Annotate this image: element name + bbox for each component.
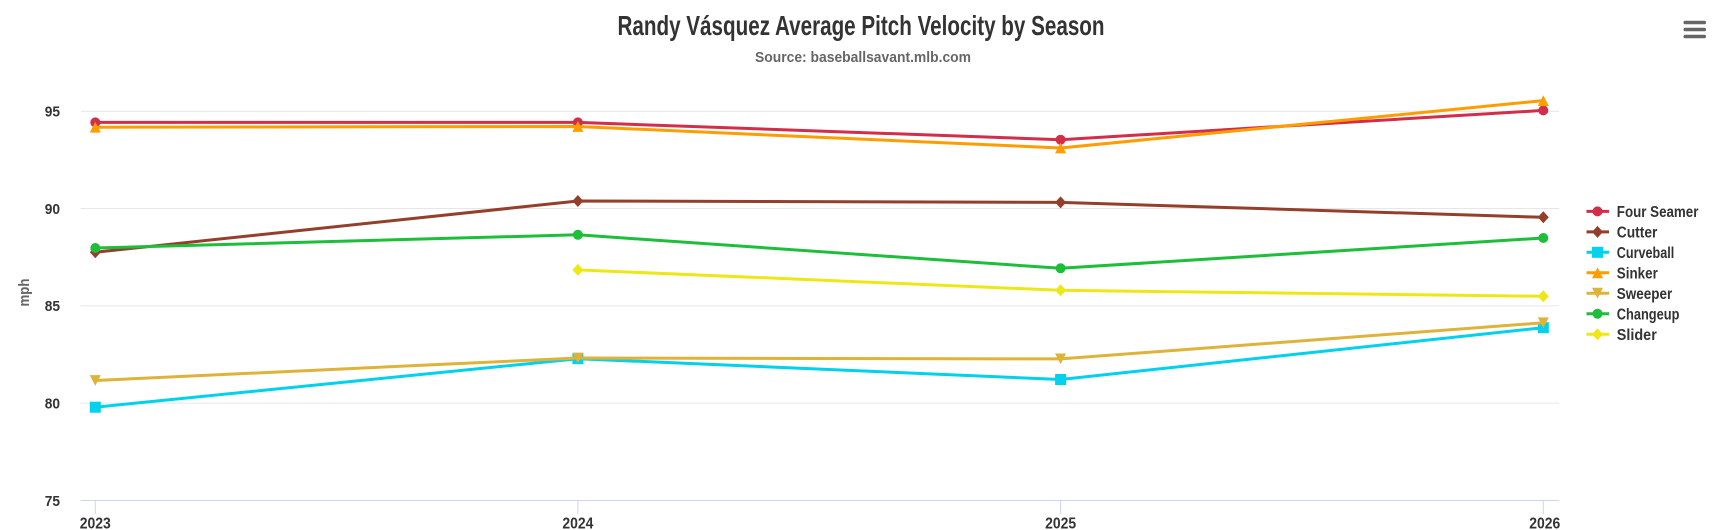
svg-text:75: 75 <box>45 493 60 510</box>
svg-text:Sinker: Sinker <box>1617 265 1658 282</box>
svg-text:Source: baseballsavant.mlb.com: Source: baseballsavant.mlb.com <box>755 49 971 66</box>
svg-text:Changeup: Changeup <box>1617 306 1680 323</box>
svg-text:2025: 2025 <box>1045 516 1076 530</box>
svg-text:85: 85 <box>45 298 60 315</box>
svg-text:Slider: Slider <box>1617 327 1657 344</box>
svg-text:Cutter: Cutter <box>1617 225 1658 242</box>
svg-text:Randy Vásquez Average Pitch Ve: Randy Vásquez Average Pitch Velocity by … <box>618 10 1105 41</box>
svg-text:2023: 2023 <box>80 516 111 530</box>
svg-text:95: 95 <box>45 104 60 121</box>
svg-text:2024: 2024 <box>562 516 593 530</box>
svg-text:90: 90 <box>45 201 60 218</box>
svg-text:Sweeper: Sweeper <box>1617 286 1673 303</box>
svg-text:Curveball: Curveball <box>1617 245 1675 262</box>
svg-text:Four Seamer: Four Seamer <box>1617 204 1699 221</box>
svg-text:80: 80 <box>45 396 60 413</box>
svg-text:2026: 2026 <box>1529 516 1560 530</box>
svg-text:mph: mph <box>16 279 33 307</box>
